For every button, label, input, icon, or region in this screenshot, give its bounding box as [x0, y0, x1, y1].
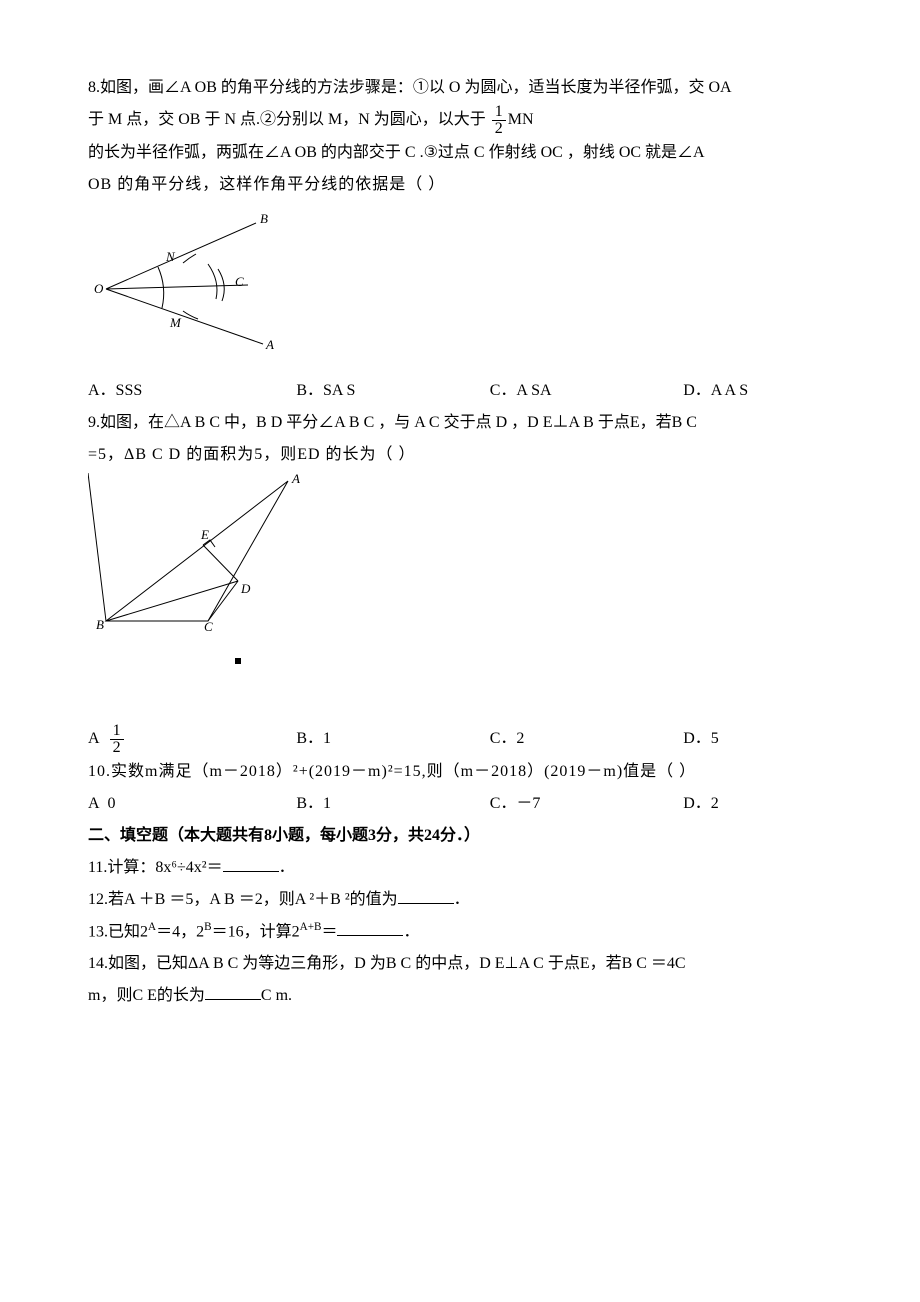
- q9-choice-B: B．1: [296, 723, 489, 756]
- q9-choice-A: A 1 2: [88, 723, 296, 756]
- q10-choice-B: B．1: [296, 788, 489, 820]
- q12-pre: 12.若A ＋B ＝5，A B ＝2，则A ²＋B ²的值为: [88, 891, 398, 908]
- q9-label-C: C: [204, 619, 213, 633]
- q9-figure: A B C D E: [88, 473, 832, 677]
- q9-choices: A 1 2 B．1 C．2 D．5: [88, 723, 832, 756]
- q9-choice-C: C．2: [490, 723, 683, 756]
- q10-choices: A 0 B．1 C．－7 D．2: [88, 788, 832, 820]
- q14-l2a: m，则C E的长为: [88, 987, 205, 1004]
- q13-supAB: A+B: [300, 921, 322, 933]
- q11-blank: [223, 855, 279, 872]
- q12: 12.若A ＋B ＝5，A B ＝2，则A ²＋B ²的值为 ．: [88, 884, 832, 916]
- q12-blank: [398, 887, 454, 904]
- q14-line1: 14.如图，已知ΔA B C 为等边三角形，D 为B C 的中点，D E⊥A C…: [88, 948, 832, 980]
- q8-label-O: O: [94, 281, 104, 296]
- q11: 11.计算：8x⁶÷4x²＝ ．: [88, 852, 832, 884]
- q10-choice-A: A 0: [88, 788, 296, 820]
- q8-frac-num: 1: [492, 104, 506, 121]
- q8-frac-den: 2: [492, 121, 506, 137]
- q13: 13.已知2A＝4，2B＝16，计算2A+B＝ ．: [88, 916, 832, 948]
- q14-l2b: C m.: [261, 987, 292, 1004]
- q9-line1: 9.如图，在△A B C 中，B D 平分∠A B C ，与 A C 交于点 D…: [88, 407, 832, 439]
- q9-choice-D: D．5: [683, 723, 832, 756]
- q8-line2a: 于 M 点，交 OB 于 N 点.②分别以 M，N 为圆心，以大于: [88, 111, 486, 128]
- q10-line1: 10.实数m满足（m－2018）²+(2019－m)²=15,则（m－2018）…: [88, 756, 832, 788]
- q10-choice-D: D．2: [683, 788, 832, 820]
- q13-mid1: ＝4，2: [156, 923, 204, 940]
- q9-choice-A-frac: 1 2: [110, 723, 124, 756]
- q8-label-M: M: [169, 315, 182, 330]
- q9-label-A: A: [291, 473, 300, 486]
- q9-label-B: B: [96, 617, 104, 632]
- q13-post: ．: [403, 923, 419, 940]
- q8-line4: OB 的角平分线，这样作角平分线的依据是（ ）: [88, 169, 832, 201]
- q8-line3: 的长为半径作弧，两弧在∠A OB 的内部交于 C .③过点 C 作射线 OC ，…: [88, 137, 832, 169]
- q8-choice-C: C．A SA: [490, 375, 683, 407]
- q8-line2b: MN: [508, 111, 534, 128]
- q8-label-A: A: [265, 337, 274, 352]
- q13-supA: A: [148, 921, 156, 933]
- q9-choice-A-den: 2: [110, 740, 124, 756]
- q10-choice-C: C．－7: [490, 788, 683, 820]
- q12-post: ．: [454, 891, 470, 908]
- q8-line2: 于 M 点，交 OB 于 N 点.②分别以 M，N 为圆心，以大于 1 2 MN: [88, 104, 832, 137]
- q13-supB: B: [204, 921, 211, 933]
- q9-figure-svg: A B C D E: [88, 473, 328, 633]
- q8-label-B: B: [260, 211, 268, 226]
- q8-label-C: C: [235, 274, 244, 289]
- q9-label-E: E: [200, 527, 209, 542]
- center-marker-icon: [235, 658, 241, 664]
- q8-fraction: 1 2: [492, 104, 506, 137]
- q8-choice-B: B．SA S: [296, 375, 489, 407]
- q8-choice-D: D．A A S: [683, 375, 832, 407]
- q13-blank: [337, 919, 403, 936]
- q8-figure: O B A N M C: [88, 209, 832, 371]
- q14-line2: m，则C E的长为 C m.: [88, 980, 832, 1012]
- q9-line2: =5，ΔB C D 的面积为5，则ED 的长为（ ）: [88, 439, 832, 471]
- q11-pre: 11.计算：8x⁶÷4x²＝: [88, 859, 223, 876]
- q8-choices: A．SSS B．SA S C．A SA D．A A S: [88, 375, 832, 407]
- q11-post: ．: [279, 859, 295, 876]
- q13-mid2: ＝16，计算2: [212, 923, 300, 940]
- q8-label-N: N: [165, 249, 176, 264]
- q8-figure-svg: O B A N M C: [88, 209, 278, 359]
- q8-line1: 8.如图，画∠A OB 的角平分线的方法步骤是：①以 O 为圆心，适当长度为半径…: [88, 72, 832, 104]
- q9-choice-A-num: 1: [110, 723, 124, 740]
- q9-label-D: D: [240, 581, 251, 596]
- q13-pre: 13.已知2: [88, 923, 148, 940]
- q9-choice-A-label: A: [88, 730, 108, 747]
- q8-choice-A: A．SSS: [88, 375, 296, 407]
- section2-heading: 二、填空题（本大题共有8小题，每小题3分，共24分．）: [88, 820, 832, 852]
- q14-blank: [205, 983, 261, 1000]
- q13-mid3: ＝: [321, 923, 337, 940]
